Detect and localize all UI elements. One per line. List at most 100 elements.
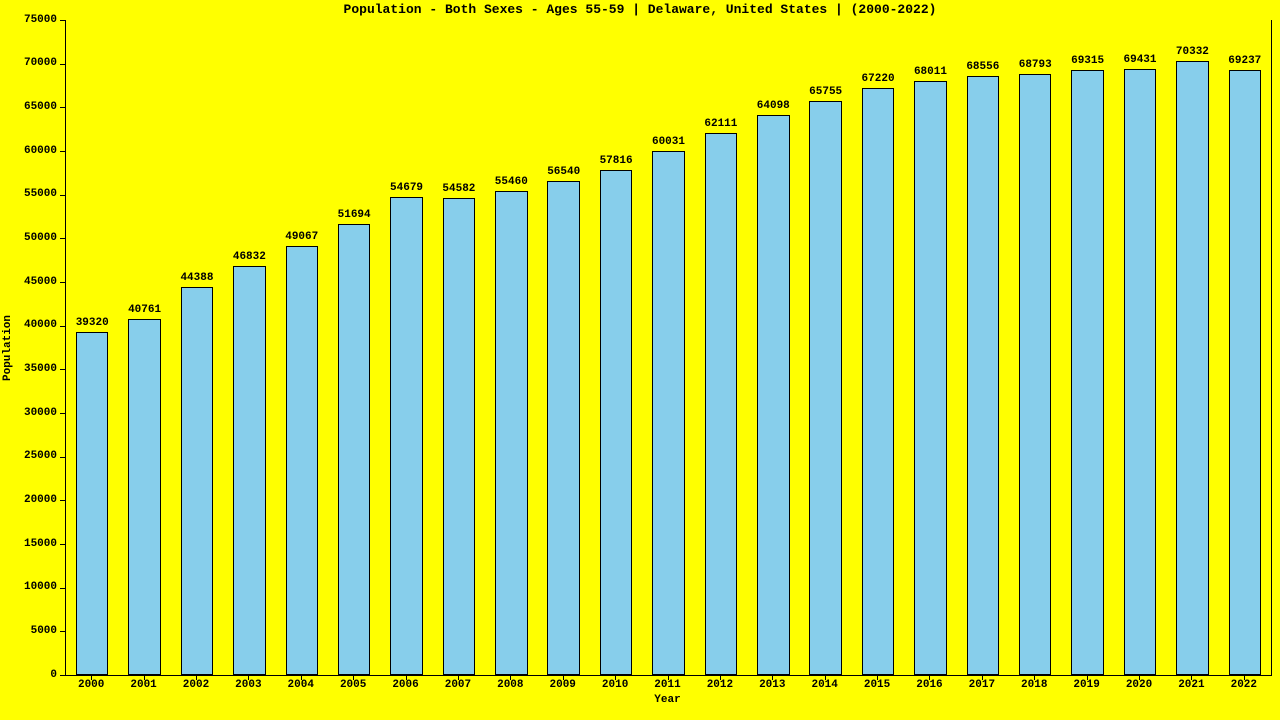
y-tick [60, 107, 65, 108]
y-tick [60, 457, 65, 458]
bar [600, 170, 632, 675]
bar [705, 133, 737, 675]
bar [1229, 70, 1261, 675]
x-tick-label: 2000 [61, 679, 121, 691]
y-tick [60, 631, 65, 632]
y-tick-label: 35000 [0, 363, 57, 375]
x-tick-label: 2006 [376, 679, 436, 691]
x-tick-label: 2003 [218, 679, 278, 691]
bar [286, 246, 318, 675]
x-tick-label: 2019 [1057, 679, 1117, 691]
bar-value-label: 69237 [1215, 55, 1275, 67]
x-tick-label: 2007 [428, 679, 488, 691]
y-tick-label: 30000 [0, 407, 57, 419]
x-tick-label: 2018 [1004, 679, 1064, 691]
bar [495, 191, 527, 675]
y-tick [60, 588, 65, 589]
x-tick-label: 2002 [166, 679, 226, 691]
bar [1176, 61, 1208, 675]
x-tick-label: 2022 [1214, 679, 1274, 691]
bar-value-label: 70332 [1162, 46, 1222, 58]
bar [652, 151, 684, 675]
bar [390, 197, 422, 675]
bar-value-label: 55460 [481, 176, 541, 188]
bar-value-label: 54582 [429, 183, 489, 195]
y-tick [60, 282, 65, 283]
bar [1019, 74, 1051, 675]
bar-value-label: 51694 [324, 209, 384, 221]
bar [128, 319, 160, 675]
chart-root: Population - Both Sexes - Ages 55-59 | D… [0, 0, 1280, 720]
x-tick-label: 2016 [899, 679, 959, 691]
y-tick [60, 151, 65, 152]
y-tick-label: 5000 [0, 625, 57, 637]
bar-value-label: 60031 [639, 136, 699, 148]
bar [338, 224, 370, 675]
x-tick-label: 2017 [952, 679, 1012, 691]
y-tick-label: 0 [0, 669, 57, 681]
y-tick-label: 55000 [0, 188, 57, 200]
bar [1071, 70, 1103, 675]
y-tick [60, 413, 65, 414]
y-tick-label: 40000 [0, 319, 57, 331]
bar-value-label: 69315 [1058, 55, 1118, 67]
y-tick-label: 65000 [0, 101, 57, 113]
x-tick-label: 2012 [690, 679, 750, 691]
y-tick-label: 25000 [0, 450, 57, 462]
bar-value-label: 64098 [743, 100, 803, 112]
bar [757, 115, 789, 675]
bar-value-label: 54679 [377, 182, 437, 194]
bar-value-label: 68011 [900, 66, 960, 78]
bar-value-label: 56540 [534, 166, 594, 178]
bar-value-label: 68556 [953, 61, 1013, 73]
bar [76, 332, 108, 675]
x-axis-label: Year [65, 694, 1270, 706]
x-tick-label: 2013 [742, 679, 802, 691]
y-tick-label: 50000 [0, 232, 57, 244]
bar [862, 88, 894, 675]
x-tick-label: 2008 [480, 679, 540, 691]
bar-value-label: 67220 [848, 73, 908, 85]
y-tick-label: 45000 [0, 276, 57, 288]
bar-value-label: 69431 [1110, 54, 1170, 66]
y-tick [60, 369, 65, 370]
x-tick-label: 2014 [795, 679, 855, 691]
bar-value-label: 65755 [796, 86, 856, 98]
y-tick-label: 60000 [0, 145, 57, 157]
bar [967, 76, 999, 675]
x-tick-label: 2001 [114, 679, 174, 691]
y-tick-label: 20000 [0, 494, 57, 506]
x-tick-label: 2005 [323, 679, 383, 691]
y-tick [60, 64, 65, 65]
bar [181, 287, 213, 675]
y-tick [60, 326, 65, 327]
bar [914, 81, 946, 675]
x-tick-label: 2009 [533, 679, 593, 691]
y-tick-label: 70000 [0, 57, 57, 69]
y-tick [60, 238, 65, 239]
bar [1124, 69, 1156, 675]
bar [233, 266, 265, 675]
bar [443, 198, 475, 675]
y-tick [60, 675, 65, 676]
bar-value-label: 57816 [586, 155, 646, 167]
y-tick [60, 20, 65, 21]
bar-value-label: 44388 [167, 272, 227, 284]
plot-area: 3932040761443884683249067516945467954582… [65, 20, 1272, 676]
bar [547, 181, 579, 675]
x-tick-label: 2015 [847, 679, 907, 691]
chart-title: Population - Both Sexes - Ages 55-59 | D… [0, 2, 1280, 17]
x-tick-label: 2011 [638, 679, 698, 691]
y-tick-label: 75000 [0, 14, 57, 26]
bar-value-label: 39320 [62, 317, 122, 329]
bar-value-label: 40761 [115, 304, 175, 316]
bar-value-label: 68793 [1005, 59, 1065, 71]
bar-value-label: 62111 [691, 118, 751, 130]
x-tick-label: 2004 [271, 679, 331, 691]
y-tick-label: 15000 [0, 538, 57, 550]
x-tick-label: 2021 [1161, 679, 1221, 691]
x-tick-label: 2010 [585, 679, 645, 691]
x-tick-label: 2020 [1109, 679, 1169, 691]
bar [809, 101, 841, 675]
y-tick [60, 500, 65, 501]
